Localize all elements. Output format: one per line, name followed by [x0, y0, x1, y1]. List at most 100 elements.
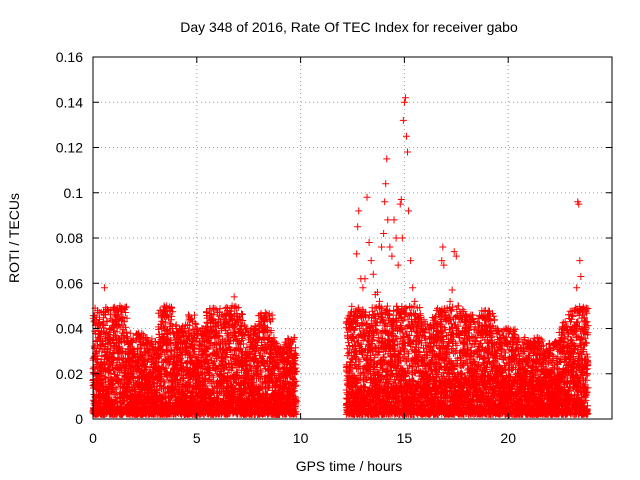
data-point — [163, 302, 171, 310]
data-point — [473, 334, 481, 342]
data-point — [469, 315, 477, 323]
data-point — [569, 329, 577, 337]
data-point — [187, 315, 195, 323]
data-point — [261, 309, 269, 317]
data-point — [383, 155, 391, 163]
data-point — [562, 322, 570, 330]
data-point — [280, 343, 288, 351]
data-point — [477, 329, 485, 337]
data-point — [232, 304, 240, 312]
data-point — [417, 325, 425, 332]
y-tick-label: 0 — [75, 411, 83, 427]
data-point — [508, 334, 516, 342]
x-axis-label: GPS time / hours — [296, 458, 403, 474]
data-point — [166, 320, 174, 328]
data-point — [525, 340, 533, 348]
data-point — [191, 334, 199, 342]
data-point — [425, 329, 433, 337]
data-point — [446, 297, 454, 305]
data-point — [500, 338, 508, 346]
data-point — [386, 243, 394, 251]
data-point — [407, 257, 415, 265]
data-point — [504, 325, 512, 332]
data-point — [344, 318, 352, 326]
data-point — [284, 345, 292, 353]
data-point — [110, 349, 118, 357]
data-point — [95, 347, 103, 355]
data-point — [147, 340, 155, 348]
data-point — [353, 250, 361, 258]
data-point — [224, 331, 232, 339]
data-point — [399, 116, 407, 124]
data-point — [448, 286, 456, 294]
data-point — [467, 311, 475, 319]
data-point — [529, 349, 537, 357]
y-tick-label: 0.16 — [56, 49, 83, 65]
data-point — [195, 345, 203, 353]
data-point — [170, 347, 178, 355]
data-point — [434, 320, 442, 328]
data-point — [128, 345, 136, 353]
data-point — [440, 261, 448, 269]
y-tick-labels: 0 0.02 0.04 0.06 0.08 0.1 0.12 0.14 0.16 — [56, 49, 83, 427]
data-point — [176, 334, 184, 342]
data-point — [394, 261, 402, 269]
data-point — [218, 311, 226, 319]
x-tick-label: 15 — [397, 430, 413, 446]
grid — [93, 57, 612, 419]
data-point — [265, 334, 273, 342]
data-point — [542, 349, 550, 357]
data-point — [354, 223, 362, 231]
data-point — [92, 313, 100, 321]
data-point — [381, 198, 389, 206]
data-point — [106, 334, 114, 342]
data-point — [97, 340, 105, 348]
data-point — [355, 207, 363, 215]
data-point — [454, 302, 462, 310]
data-point — [397, 196, 405, 204]
data-point — [552, 338, 560, 346]
x-tick-label: 20 — [500, 430, 516, 446]
x-tick-label: 10 — [293, 430, 309, 446]
data-point — [576, 257, 584, 265]
y-tick-label: 0.12 — [56, 140, 83, 156]
data-point — [558, 334, 566, 342]
data-point — [288, 338, 296, 346]
data-point — [259, 315, 267, 323]
data-point — [492, 325, 500, 332]
data-point — [351, 311, 359, 319]
data-point — [228, 302, 236, 310]
data-point — [401, 94, 409, 102]
data-point — [583, 318, 591, 326]
data-point — [139, 340, 147, 348]
chart-title: Day 348 of 2016, Rate Of TEC Index for r… — [180, 19, 518, 35]
data-point — [513, 340, 521, 348]
data-point — [230, 293, 238, 301]
data-point — [373, 288, 381, 296]
data-point — [155, 334, 163, 342]
data-point — [143, 334, 151, 342]
data-point — [537, 343, 545, 351]
data-point — [404, 148, 412, 156]
x-tick-label: 5 — [193, 430, 201, 446]
data-point — [214, 309, 222, 317]
data-point — [483, 311, 491, 319]
data-point — [363, 193, 371, 201]
data-point — [180, 325, 188, 332]
data-point — [199, 325, 207, 332]
data-point — [439, 243, 447, 251]
data-point — [120, 329, 128, 337]
data-point — [184, 311, 192, 319]
data-point — [272, 345, 280, 353]
data-point — [521, 334, 529, 342]
y-axis-label: ROTI / TECUs — [6, 193, 22, 283]
data-point — [517, 345, 525, 353]
y-tick-label: 0.06 — [56, 275, 83, 291]
data-point — [438, 257, 446, 265]
data-point — [247, 334, 255, 342]
data-point — [388, 252, 396, 260]
data-point — [450, 248, 458, 256]
data-point — [207, 315, 215, 323]
data-point — [365, 239, 373, 247]
